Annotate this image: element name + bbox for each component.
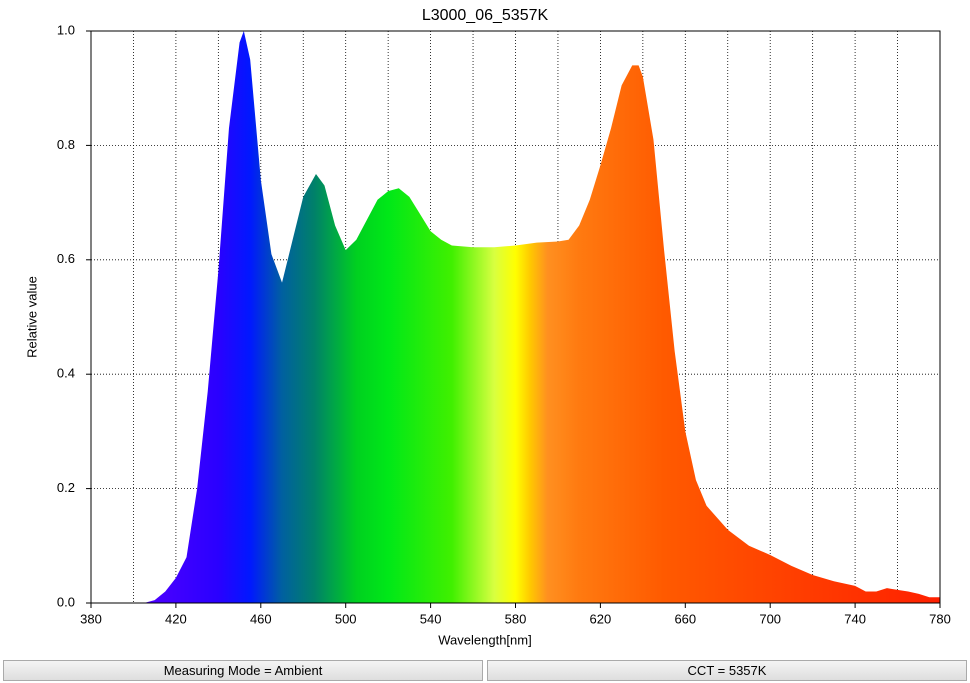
x-tick-label: 380 [80,611,102,626]
y-tick-label: 0.4 [57,366,75,381]
x-tick-label: 660 [674,611,696,626]
measuring-mode: Measuring Mode = Ambient [3,660,483,681]
y-axis-label: Relative value [24,276,39,358]
chart: L3000_06_5357K Wavelength[nm] Relative v… [24,7,951,647]
plot-frame [90,30,941,604]
x-tick-label: 700 [759,611,781,626]
y-tick-label: 0.8 [57,137,75,152]
y-tick-label: 0.6 [57,251,75,266]
y-tick-label: 0.0 [57,594,75,609]
x-tick-label: 500 [335,611,357,626]
x-tick-label: 620 [590,611,612,626]
x-tick-label: 580 [505,611,527,626]
x-tick-label: 420 [165,611,187,626]
y-tick-label: 1.0 [57,22,75,37]
x-axis-label: Wavelength[nm] [438,632,531,647]
x-tick-label: 460 [250,611,272,626]
x-tick-label: 740 [844,611,866,626]
cct: CCT = 5357K [487,660,967,681]
y-tick-label: 0.2 [57,480,75,495]
chart-title: L3000_06_5357K [422,7,549,24]
x-tick-label: 780 [929,611,951,626]
x-tick-label: 540 [420,611,442,626]
spectrum-area [91,31,940,603]
